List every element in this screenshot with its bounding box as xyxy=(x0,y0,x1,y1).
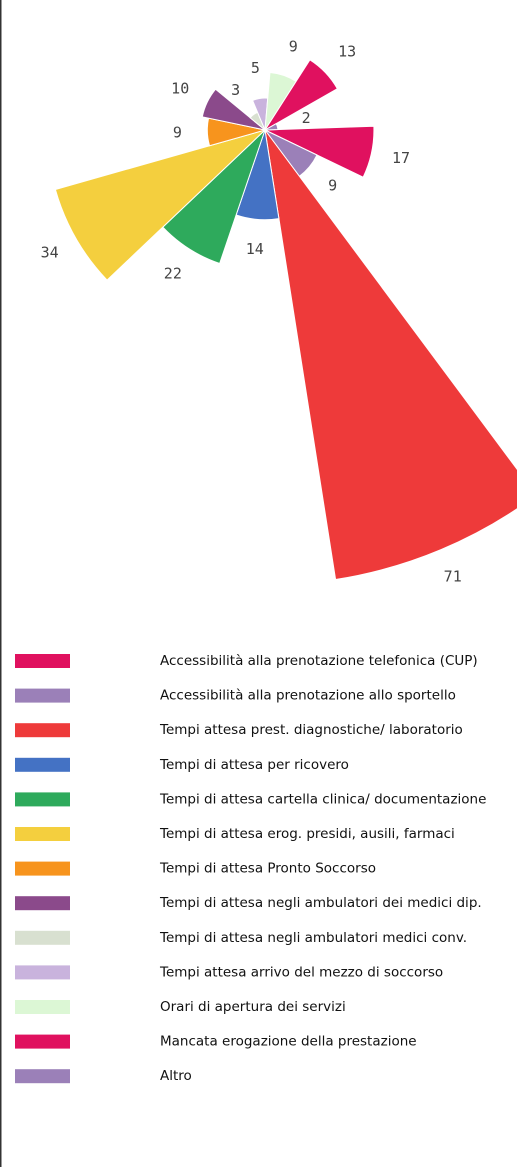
legend-swatch xyxy=(15,861,70,876)
legend-swatch xyxy=(15,1000,70,1014)
legend-swatch xyxy=(15,827,70,841)
sector xyxy=(201,88,266,131)
legend-label: Accessibilità alla prenotazione allo spo… xyxy=(160,688,456,704)
sector xyxy=(264,59,339,131)
value-label: 9 xyxy=(289,37,298,55)
legend-swatch xyxy=(15,965,70,980)
legend-swatch xyxy=(15,654,70,668)
sector xyxy=(264,129,517,581)
legend-swatch xyxy=(15,930,70,945)
legend-swatch xyxy=(15,688,70,703)
legend-swatch xyxy=(15,757,70,772)
legend-label: Altro xyxy=(160,1068,192,1084)
legend-label: Tempi di attesa Pronto Soccorso xyxy=(159,861,376,877)
value-label: 9 xyxy=(328,176,337,194)
value-label: 22 xyxy=(164,265,182,283)
value-label: 14 xyxy=(246,240,264,258)
sector xyxy=(54,129,266,281)
sector xyxy=(264,125,375,178)
legend-label: Orari di apertura dei servizi xyxy=(160,999,346,1015)
legend-swatch xyxy=(15,1069,70,1084)
value-label: 9 xyxy=(173,124,182,142)
legend-label: Tempi di attesa negli ambulatori dei med… xyxy=(159,895,482,911)
legend-label: Tempi attesa arrivo del mezzo di soccors… xyxy=(159,964,443,980)
value-label: 10 xyxy=(171,80,189,98)
value-label: 71 xyxy=(444,568,462,586)
legend-label: Mancata erogazione della prestazione xyxy=(160,1034,417,1050)
value-label: 3 xyxy=(231,81,240,99)
legend-label: Tempi di attesa per ricovero xyxy=(159,757,349,773)
value-label: 17 xyxy=(392,149,410,167)
legend-label: Tempi di attesa cartella clinica/ docume… xyxy=(159,791,486,807)
value-label: 34 xyxy=(41,243,59,261)
legend-swatch xyxy=(15,792,70,807)
legend-swatch xyxy=(15,723,70,738)
legend-label: Accessibilità alla prenotazione telefoni… xyxy=(160,653,478,669)
value-label: 5 xyxy=(251,59,260,77)
legend-label: Tempi attesa prest. diagnostiche/ labora… xyxy=(159,722,463,738)
legend-label: Tempi di attesa erog. presidi, ausili, f… xyxy=(159,826,455,842)
legend-label: Tempi di attesa negli ambulatori medici … xyxy=(159,930,467,946)
sector xyxy=(264,122,279,131)
legend-swatch xyxy=(15,896,70,911)
value-label: 2 xyxy=(302,109,311,127)
legend-swatch xyxy=(15,1034,70,1049)
value-label: 13 xyxy=(338,42,356,60)
